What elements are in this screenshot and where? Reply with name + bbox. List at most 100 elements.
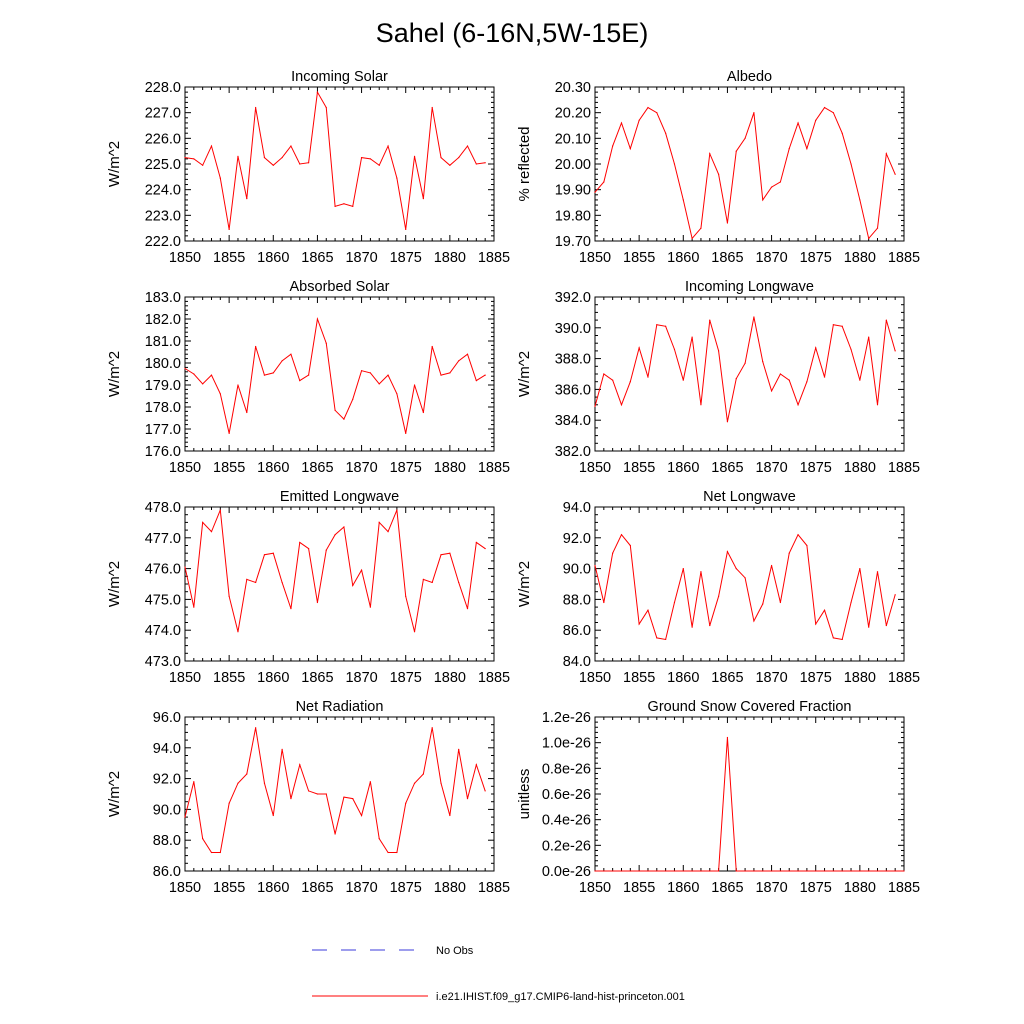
data-point — [832, 112, 834, 114]
x-tick-label: 1885 — [478, 880, 510, 896]
data-point — [629, 870, 631, 872]
data-point — [431, 106, 433, 109]
data-point — [647, 609, 649, 611]
data-point — [369, 606, 371, 608]
data-point — [638, 623, 640, 625]
series-line — [184, 509, 486, 632]
data-point — [360, 569, 363, 571]
panel-incoming-solar: Incoming Solar W/m^2 1850 1855 1860 1865 1870 1… — [106, 69, 510, 266]
data-point — [682, 870, 684, 872]
data-point — [850, 870, 852, 872]
data-point — [629, 381, 631, 383]
panel-title: Emitted Longwave — [280, 489, 399, 505]
x-tick-label: 1850 — [169, 460, 201, 476]
data-point — [770, 870, 773, 872]
data-point — [709, 624, 711, 627]
series-line — [184, 90, 486, 230]
data-point — [281, 748, 283, 750]
data-point — [396, 851, 398, 854]
data-point — [466, 353, 469, 355]
data-point — [387, 374, 389, 376]
y-axis-label: W/m^2 — [516, 351, 533, 397]
y-tick-label: 181.0 — [145, 334, 181, 350]
data-point — [378, 164, 380, 166]
data-point — [422, 773, 424, 775]
x-tick-label: 1855 — [623, 460, 655, 476]
data-point — [779, 373, 782, 375]
data-point — [440, 374, 442, 376]
data-point — [440, 554, 442, 556]
data-point — [360, 814, 363, 817]
panel-title: Incoming Longwave — [685, 279, 814, 295]
data-point — [184, 156, 186, 159]
data-point — [263, 782, 266, 784]
y-tick-label: 478.0 — [145, 500, 181, 516]
x-tick-label: 1850 — [169, 250, 201, 266]
data-point — [744, 362, 746, 364]
data-point — [413, 782, 416, 784]
data-point — [325, 106, 327, 109]
data-point — [841, 132, 843, 134]
data-point — [700, 227, 702, 229]
data-point — [228, 595, 230, 597]
data-point — [246, 411, 248, 414]
y-tick-label: 0.0e-26 — [542, 864, 591, 880]
data-point — [629, 148, 631, 150]
data-point — [620, 404, 623, 406]
x-tick-label: 1875 — [800, 670, 832, 686]
x-tick-label: 1880 — [844, 250, 876, 266]
panel-title: Albedo — [727, 69, 772, 85]
data-point — [868, 870, 870, 872]
data-point — [299, 541, 301, 544]
data-point — [682, 199, 684, 201]
data-point — [894, 870, 896, 872]
data-point — [237, 384, 239, 386]
y-tick-label: 84.0 — [563, 654, 591, 670]
data-point — [797, 870, 799, 872]
data-point — [788, 870, 790, 872]
y-axis-label: W/m^2 — [106, 561, 123, 607]
data-point — [352, 798, 354, 800]
data-point — [612, 379, 614, 381]
data-point — [272, 372, 274, 374]
data-point — [219, 393, 221, 395]
data-point — [449, 372, 451, 374]
data-point — [299, 380, 301, 382]
y-tick-label: 177.0 — [145, 422, 181, 438]
y-tick-label: 388.0 — [555, 352, 591, 368]
data-point — [797, 404, 799, 406]
data-point — [405, 432, 407, 434]
panel-title: Ground Snow Covered Fraction — [648, 699, 852, 715]
data-point — [726, 421, 729, 423]
x-tick-label: 1855 — [623, 880, 655, 896]
data-point — [709, 870, 711, 872]
data-point — [369, 158, 371, 160]
series-line — [594, 316, 896, 422]
x-tick-label: 1865 — [301, 250, 333, 266]
data-point — [779, 870, 782, 872]
y-axis-label: W/m^2 — [106, 351, 123, 397]
y-tick-label: 19.90 — [555, 183, 591, 199]
y-tick-label: 20.00 — [555, 157, 591, 173]
data-point — [876, 571, 879, 573]
data-point — [612, 870, 614, 872]
y-tick-label: 20.10 — [555, 131, 591, 147]
data-point — [334, 833, 336, 835]
y-tick-label: 224.0 — [145, 183, 181, 199]
plot-frame — [594, 506, 905, 662]
plot-frame — [594, 86, 905, 242]
data-point — [718, 350, 720, 352]
data-point — [334, 205, 336, 207]
legend-label-no-obs: No Obs — [436, 945, 474, 957]
data-point — [753, 316, 755, 318]
data-point — [691, 237, 693, 240]
y-tick-label: 384.0 — [555, 413, 591, 429]
data-point — [272, 814, 274, 817]
data-point — [665, 325, 667, 327]
data-point — [726, 551, 729, 553]
plot-frame — [594, 716, 905, 872]
data-point — [458, 748, 460, 750]
data-point — [193, 606, 195, 608]
y-tick-label: 225.0 — [145, 157, 181, 173]
y-tick-label: 19.70 — [555, 234, 591, 250]
